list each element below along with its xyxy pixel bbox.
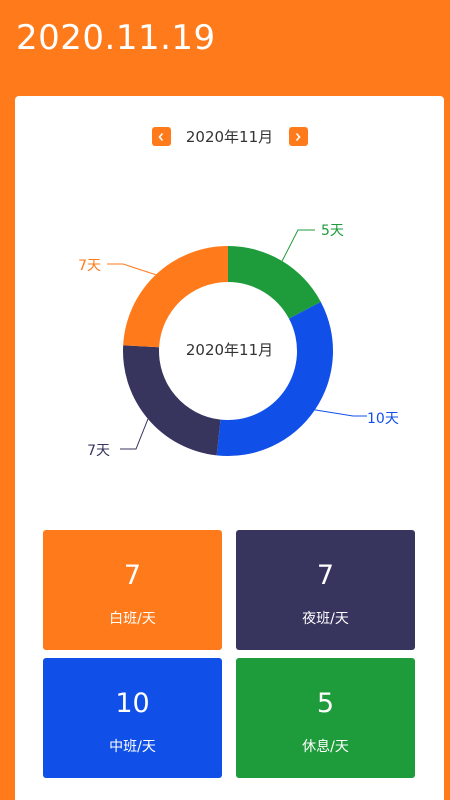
tile-value: 7 bbox=[123, 560, 142, 591]
donut-slice-0[interactable] bbox=[228, 246, 321, 319]
chevron-right-icon bbox=[295, 132, 301, 141]
donut-data-label-0: 5天 bbox=[321, 223, 344, 239]
current-month-label: 2020年11月 bbox=[185, 128, 274, 146]
prev-month-button[interactable] bbox=[151, 127, 171, 146]
tile-middle-shift[interactable]: 10 中班/天 bbox=[43, 658, 222, 778]
donut-data-label-3: 7天 bbox=[78, 258, 101, 274]
tile-label: 休息/天 bbox=[302, 739, 349, 755]
next-month-button[interactable] bbox=[288, 127, 308, 146]
chevron-left-icon bbox=[158, 132, 164, 141]
stats-card: 2020年11月 5天 10天 7天 7天 2020年11月 7 白班/天 7 夜班/… bbox=[15, 96, 444, 800]
donut-data-label-1: 10天 bbox=[367, 411, 399, 427]
tile-label: 中班/天 bbox=[109, 739, 156, 755]
donut-center-label: 2020年11月 bbox=[185, 341, 274, 359]
donut-slice-3[interactable] bbox=[123, 246, 228, 348]
donut-leader-line-3 bbox=[107, 263, 156, 276]
tile-value: 10 bbox=[115, 688, 150, 719]
donut-leader-line-0 bbox=[281, 229, 315, 262]
donut-chart: 5天 10天 7天 7天 2020年11月 bbox=[15, 96, 444, 516]
tile-day-shift[interactable]: 7 白班/天 bbox=[43, 530, 222, 650]
donut-leader-line-1 bbox=[314, 409, 367, 417]
tile-rest[interactable]: 5 休息/天 bbox=[236, 658, 415, 778]
month-navigator: 2020年11月 bbox=[15, 126, 444, 147]
donut-leader-line-2 bbox=[120, 418, 149, 450]
header-date: 2020.11.19 bbox=[16, 18, 216, 58]
tile-value: 7 bbox=[316, 560, 335, 591]
donut-chart-svg: 5天 10天 7天 7天 bbox=[78, 223, 399, 459]
donut-data-label-2: 7天 bbox=[87, 443, 110, 459]
donut-slice-2[interactable] bbox=[123, 345, 221, 456]
donut-slice-1[interactable] bbox=[216, 301, 334, 456]
tile-value: 5 bbox=[316, 688, 335, 719]
tile-night-shift[interactable]: 7 夜班/天 bbox=[236, 530, 415, 650]
tile-label: 白班/天 bbox=[109, 611, 156, 627]
stat-tiles: 7 白班/天 7 夜班/天 10 中班/天 5 休息/天 bbox=[15, 96, 444, 800]
tile-label: 夜班/天 bbox=[302, 611, 349, 627]
